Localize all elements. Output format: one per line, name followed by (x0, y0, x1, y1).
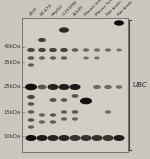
Ellipse shape (69, 135, 81, 141)
Ellipse shape (116, 85, 122, 89)
Ellipse shape (39, 113, 45, 117)
Text: HepG2: HepG2 (51, 4, 64, 17)
Ellipse shape (114, 135, 124, 141)
Bar (81, 18, 91, 152)
Ellipse shape (69, 84, 81, 90)
Bar (48, 18, 58, 152)
Ellipse shape (28, 56, 34, 60)
Ellipse shape (61, 56, 67, 60)
Ellipse shape (50, 113, 56, 117)
Ellipse shape (50, 98, 57, 102)
Text: Mouse liver: Mouse liver (95, 0, 115, 17)
Text: 10kDa: 10kDa (4, 134, 21, 138)
Ellipse shape (27, 95, 35, 99)
Ellipse shape (80, 98, 92, 104)
Ellipse shape (48, 84, 58, 90)
Ellipse shape (49, 48, 57, 52)
Ellipse shape (93, 85, 101, 89)
Ellipse shape (28, 118, 34, 122)
Ellipse shape (116, 48, 122, 52)
Text: 293T: 293T (29, 7, 39, 17)
Ellipse shape (38, 48, 46, 52)
Text: 15kDa: 15kDa (4, 110, 21, 114)
Ellipse shape (48, 135, 58, 141)
Ellipse shape (28, 110, 34, 114)
Ellipse shape (36, 135, 48, 141)
Ellipse shape (58, 135, 69, 141)
Bar (114, 18, 124, 152)
Bar (59, 18, 69, 152)
Ellipse shape (60, 48, 68, 52)
Ellipse shape (26, 135, 36, 141)
Ellipse shape (59, 27, 69, 33)
Ellipse shape (38, 85, 46, 89)
Ellipse shape (38, 38, 46, 42)
Ellipse shape (83, 56, 89, 59)
Text: UBC: UBC (133, 82, 148, 88)
Bar (22, 18, 128, 152)
Text: BT-474: BT-474 (40, 3, 53, 17)
Ellipse shape (92, 135, 102, 141)
Ellipse shape (28, 63, 34, 67)
Ellipse shape (39, 56, 45, 60)
Bar (103, 18, 113, 152)
Ellipse shape (105, 48, 111, 52)
Text: 40kDa: 40kDa (4, 45, 21, 49)
Bar (26, 18, 36, 152)
Bar (70, 18, 80, 152)
Ellipse shape (114, 20, 124, 26)
Bar (92, 18, 102, 152)
Ellipse shape (94, 56, 100, 59)
Text: U-251MG: U-251MG (62, 0, 79, 17)
Ellipse shape (94, 48, 100, 52)
Ellipse shape (72, 117, 78, 121)
Ellipse shape (39, 120, 45, 124)
Ellipse shape (102, 135, 114, 141)
Ellipse shape (72, 110, 78, 114)
Ellipse shape (61, 110, 67, 114)
Ellipse shape (72, 94, 78, 98)
Text: 25kDa: 25kDa (4, 84, 21, 90)
Ellipse shape (105, 110, 111, 114)
Ellipse shape (61, 98, 67, 102)
Text: A-549: A-549 (73, 5, 85, 17)
Ellipse shape (104, 85, 112, 89)
Ellipse shape (61, 117, 67, 121)
Text: Mouse testis: Mouse testis (84, 0, 106, 17)
Ellipse shape (50, 56, 56, 60)
Ellipse shape (28, 102, 34, 106)
Text: Rat brain: Rat brain (117, 0, 134, 17)
Ellipse shape (25, 84, 37, 90)
Ellipse shape (28, 125, 34, 129)
Text: 35kDa: 35kDa (4, 59, 21, 65)
Bar (37, 18, 47, 152)
Text: Rat brain: Rat brain (106, 0, 122, 17)
Ellipse shape (58, 84, 69, 90)
Ellipse shape (50, 120, 56, 124)
Ellipse shape (27, 48, 35, 52)
Ellipse shape (83, 48, 89, 52)
Ellipse shape (72, 48, 78, 52)
Ellipse shape (81, 135, 92, 141)
